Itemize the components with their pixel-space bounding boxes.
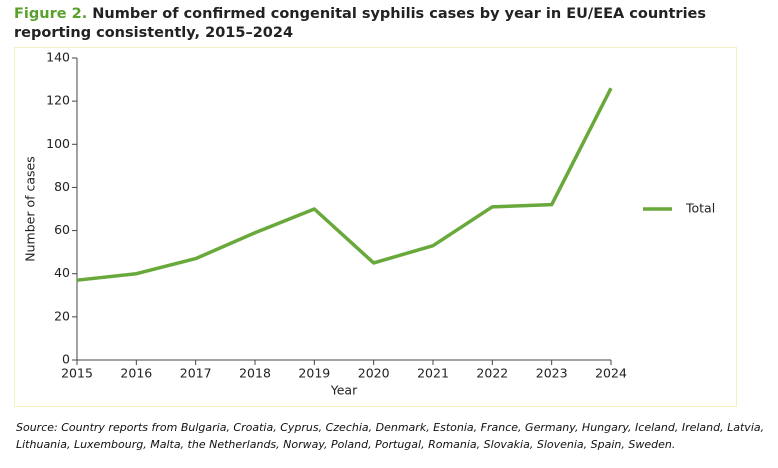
y-tick-label: 100 <box>46 136 70 151</box>
y-tick-label: 60 <box>54 222 70 237</box>
x-tick-label: 2024 <box>595 366 627 381</box>
chart-title: Figure 2. Number of confirmed congenital… <box>14 5 759 43</box>
data-line <box>76 87 613 282</box>
x-tick-label: 2019 <box>298 366 330 381</box>
y-tick-label: 20 <box>54 308 70 323</box>
legend-label: Total <box>685 201 715 216</box>
x-tick-label: 2017 <box>180 366 212 381</box>
x-tick-label: 2021 <box>417 366 449 381</box>
source-note: Source: Country reports from Bulgaria, C… <box>16 421 765 451</box>
y-tick-label: 120 <box>46 93 70 108</box>
y-tick-label: 0 <box>62 352 70 367</box>
y-axis-label: Number of cases <box>23 156 38 261</box>
x-tick-label: 2020 <box>358 366 390 381</box>
x-tick-label: 2018 <box>239 366 271 381</box>
y-tick-label: 140 <box>46 50 70 65</box>
x-tick-label: 2023 <box>536 366 568 381</box>
x-tick-label: 2016 <box>120 366 152 381</box>
x-tick-label: 2015 <box>61 366 93 381</box>
y-tick-label: 40 <box>54 265 70 280</box>
figure-label: Figure 2. <box>14 6 88 22</box>
x-tick-label: 2022 <box>476 366 508 381</box>
chart-frame <box>14 47 737 407</box>
x-axis-label: Year <box>330 383 358 398</box>
title-text: Number of confirmed congenital syphilis … <box>14 6 707 41</box>
y-tick-label: 80 <box>54 179 70 194</box>
